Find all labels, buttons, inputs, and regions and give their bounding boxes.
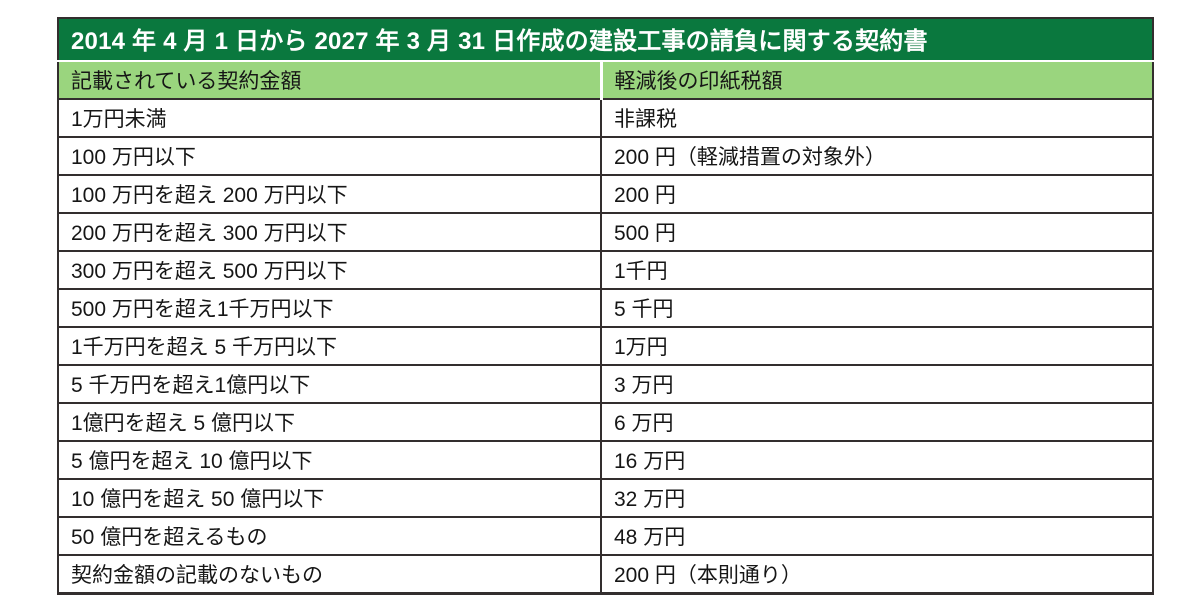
contract-amount-cell: 500 万円を超え1千万円以下 [58, 288, 601, 327]
table-row: 契約金額の記載のないもの 200 円（本則通り） [58, 554, 1154, 593]
table-row: 50 億円を超えるもの 48 万円 [58, 516, 1154, 555]
contract-amount-cell: 1億円を超え 5 億円以下 [58, 402, 601, 441]
stamp-tax-table: 2014 年 4 月 1 日から 2027 年 3 月 31 日作成の建設工事の… [57, 17, 1155, 595]
contract-amount-cell: 100 万円以下 [58, 136, 601, 175]
column-header-reduced-stamp-tax: 軽減後の印紙税額 [599, 61, 1154, 99]
table-row: 1万円未満 非課税 [58, 98, 1154, 137]
tax-amount-cell: 1万円 [599, 326, 1154, 365]
table-row: 300 万円を超え 500 万円以下 1千円 [58, 250, 1154, 289]
contract-amount-cell: 50 億円を超えるもの [58, 516, 601, 555]
table-title-row: 2014 年 4 月 1 日から 2027 年 3 月 31 日作成の建設工事の… [58, 18, 1154, 62]
table-row: 500 万円を超え1千万円以下 5 千円 [58, 288, 1154, 327]
table-row: 1億円を超え 5 億円以下 6 万円 [58, 402, 1154, 441]
contract-amount-cell: 5 千万円を超え1億円以下 [58, 364, 601, 403]
contract-amount-cell: 100 万円を超え 200 万円以下 [58, 174, 601, 213]
table-row: 100 万円を超え 200 万円以下 200 円 [58, 174, 1154, 213]
tax-amount-cell: 1千円 [599, 250, 1154, 289]
tax-amount-cell: 32 万円 [599, 478, 1154, 517]
table-row: 1千万円を超え 5 千万円以下 1万円 [58, 326, 1154, 365]
contract-amount-cell: 5 億円を超え 10 億円以下 [58, 440, 601, 479]
table-row: 5 億円を超え 10 億円以下 16 万円 [58, 440, 1154, 479]
table-row: 100 万円以下 200 円（軽減措置の対象外） [58, 136, 1154, 175]
contract-amount-cell: 10 億円を超え 50 億円以下 [58, 478, 601, 517]
column-header-contract-amount: 記載されている契約金額 [58, 61, 601, 99]
contract-amount-cell: 300 万円を超え 500 万円以下 [58, 250, 601, 289]
contract-amount-cell: 1千万円を超え 5 千万円以下 [58, 326, 601, 365]
table-title: 2014 年 4 月 1 日から 2027 年 3 月 31 日作成の建設工事の… [58, 18, 1154, 62]
tax-amount-cell: 3 万円 [599, 364, 1154, 403]
tax-amount-cell: 48 万円 [599, 516, 1154, 555]
tax-amount-cell: 非課税 [599, 98, 1154, 137]
contract-amount-cell: 200 万円を超え 300 万円以下 [58, 212, 601, 251]
contract-amount-cell: 契約金額の記載のないもの [58, 554, 601, 593]
tax-amount-cell: 5 千円 [599, 288, 1154, 327]
table-row: 10 億円を超え 50 億円以下 32 万円 [58, 478, 1154, 517]
tax-amount-cell: 200 円（軽減措置の対象外） [599, 136, 1154, 175]
tax-amount-cell: 500 円 [599, 212, 1154, 251]
contract-amount-cell: 1万円未満 [58, 98, 601, 137]
table-row: 5 千万円を超え1億円以下 3 万円 [58, 364, 1154, 403]
tax-amount-cell: 200 円 [599, 174, 1154, 213]
tax-amount-cell: 200 円（本則通り） [599, 554, 1154, 593]
table-body: 1万円未満 非課税 100 万円以下 200 円（軽減措置の対象外） 100 万円を超え… [58, 98, 1154, 593]
table-row: 200 万円を超え 300 万円以下 500 円 [58, 212, 1154, 251]
tax-amount-cell: 16 万円 [599, 440, 1154, 479]
table-header-row: 記載されている契約金額 軽減後の印紙税額 [58, 61, 1154, 99]
tax-amount-cell: 6 万円 [599, 402, 1154, 441]
